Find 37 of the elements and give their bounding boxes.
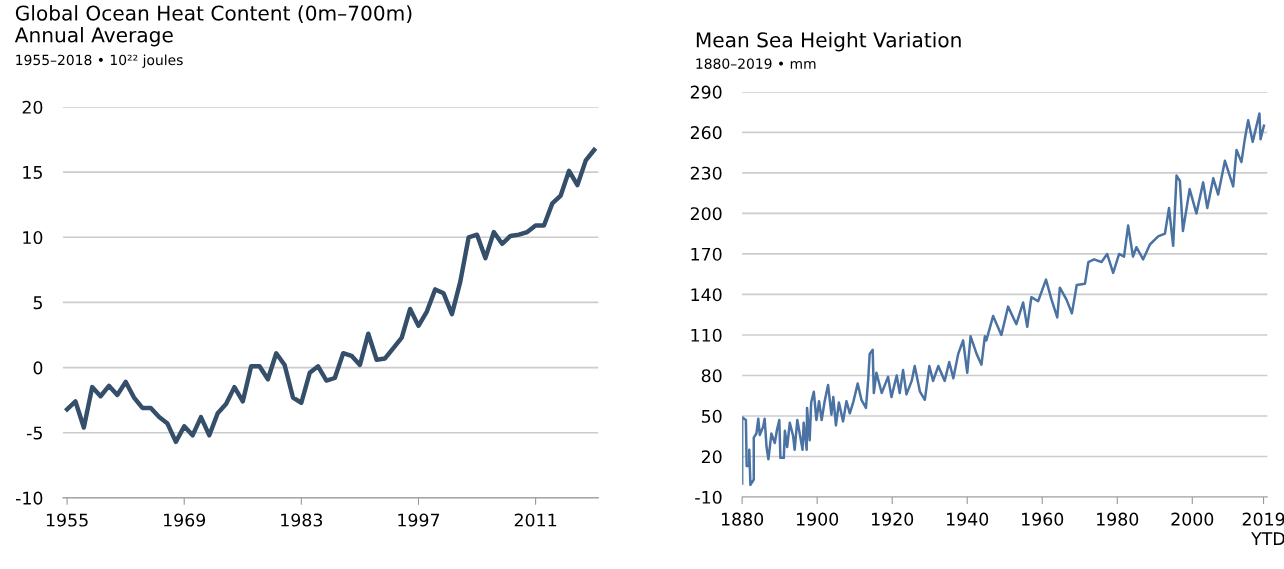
- x-tick-label: 1997: [398, 513, 440, 527]
- x-tick-label: 1920: [872, 512, 914, 526]
- line-series: [64, 147, 597, 445]
- y-tick-label: 200: [690, 207, 722, 221]
- y-tick-label: 20: [22, 100, 43, 114]
- chart-subtitle: 1880–2019 • mm: [696, 58, 816, 69]
- y-tick-label: 140: [691, 288, 722, 302]
- y-tick-label: 10: [23, 230, 43, 245]
- x-tick-label: 1980: [1097, 512, 1139, 526]
- y-tick-label: 0: [33, 361, 43, 375]
- x-tick-label: 2019 YTD: [1242, 512, 1284, 545]
- x-tick-label: 1900: [796, 512, 839, 526]
- x-tick-label: 1940: [947, 512, 989, 526]
- y-tick-label: -5: [27, 426, 42, 440]
- chart-title: Mean Sea Height Variation: [696, 31, 961, 52]
- x-tick-label: 2011: [514, 513, 557, 527]
- y-tick-label: 20: [701, 450, 722, 464]
- chart-subtitle: 1955–2018 • 10²² joules: [16, 54, 183, 68]
- x-tick-label: 1880: [721, 512, 764, 526]
- x-tick-label: 1983: [281, 513, 323, 527]
- y-tick-label: 50: [701, 409, 722, 423]
- y-tick-label: 170: [691, 247, 722, 261]
- x-tick-label: 1969: [164, 513, 206, 527]
- line-series: [742, 112, 1266, 487]
- y-tick-label: -10: [15, 491, 43, 505]
- y-tick-label: 110: [691, 328, 722, 342]
- y-tick-label: 290: [690, 85, 722, 99]
- y-tick-label: 80: [701, 369, 722, 383]
- y-tick-label: 260: [690, 126, 722, 140]
- y-tick-label: 230: [690, 166, 722, 180]
- y-tick-label: 5: [33, 296, 42, 310]
- y-tick-label: -10: [695, 490, 722, 504]
- x-tick-label: 1960: [1022, 512, 1064, 526]
- x-tick-label: 2000: [1171, 512, 1214, 526]
- y-tick-label: 15: [23, 166, 42, 179]
- x-tick-label: 1955: [46, 513, 88, 527]
- chart-title: Global Ocean Heat Content (0m–700m) Annual Average: [14, 5, 412, 47]
